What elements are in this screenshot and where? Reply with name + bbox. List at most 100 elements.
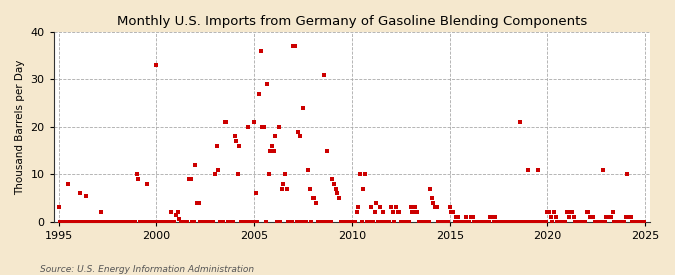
Point — [410, 205, 421, 210]
Point — [157, 219, 168, 224]
Point — [172, 210, 183, 214]
Point — [302, 167, 313, 172]
Point — [363, 219, 374, 224]
Point — [622, 172, 632, 177]
Point — [136, 219, 147, 224]
Point — [268, 148, 279, 153]
Point — [115, 219, 126, 224]
Point — [545, 215, 556, 219]
Point — [619, 219, 630, 224]
Point — [86, 219, 97, 224]
Point — [531, 219, 541, 224]
Point — [236, 219, 246, 224]
Point — [358, 186, 369, 191]
Point — [435, 219, 446, 224]
Point — [565, 210, 576, 214]
Point — [57, 219, 68, 224]
Point — [135, 219, 146, 224]
Point — [580, 219, 591, 224]
Text: Source: U.S. Energy Information Administration: Source: U.S. Energy Information Administ… — [40, 265, 254, 274]
Point — [78, 219, 88, 224]
Point — [240, 219, 251, 224]
Point — [391, 205, 402, 210]
Point — [360, 172, 371, 177]
Point — [387, 210, 398, 214]
Point — [316, 219, 327, 224]
Point — [244, 219, 254, 224]
Point — [144, 219, 155, 224]
Point — [377, 210, 388, 214]
Point — [566, 210, 577, 214]
Point — [167, 219, 178, 224]
Point — [483, 219, 494, 224]
Point — [163, 219, 173, 224]
Point — [65, 219, 76, 224]
Point — [439, 219, 450, 224]
Point — [353, 205, 364, 210]
Point — [259, 125, 269, 129]
Point — [446, 210, 457, 214]
Point — [155, 219, 165, 224]
Point — [420, 219, 431, 224]
Point — [327, 177, 338, 181]
Point — [480, 219, 491, 224]
Point — [510, 219, 520, 224]
Point — [109, 219, 119, 224]
Point — [173, 217, 184, 222]
Point — [190, 163, 201, 167]
Point — [542, 210, 553, 214]
Point — [466, 215, 477, 219]
Point — [547, 219, 558, 224]
Point — [213, 167, 223, 172]
Point — [371, 200, 382, 205]
Point — [394, 210, 404, 214]
Point — [193, 200, 204, 205]
Point — [73, 219, 84, 224]
Point — [513, 219, 524, 224]
Point — [182, 219, 193, 224]
Point — [533, 167, 543, 172]
Point — [260, 219, 271, 224]
Point — [105, 219, 116, 224]
Point — [164, 219, 175, 224]
Point — [460, 215, 471, 219]
Point — [369, 210, 380, 214]
Point — [133, 177, 144, 181]
Point — [498, 219, 509, 224]
Point — [425, 186, 435, 191]
Point — [611, 219, 622, 224]
Point — [319, 72, 329, 77]
Point — [113, 219, 124, 224]
Point — [620, 215, 631, 219]
Point — [438, 219, 449, 224]
Point — [557, 219, 568, 224]
Point — [604, 215, 615, 219]
Point — [570, 219, 580, 224]
Point — [322, 148, 333, 153]
Point — [404, 219, 414, 224]
Point — [224, 219, 235, 224]
Point — [340, 219, 351, 224]
Point — [366, 205, 377, 210]
Point — [535, 219, 546, 224]
Point — [616, 219, 626, 224]
Point — [350, 219, 360, 224]
Point — [412, 210, 423, 214]
Point — [527, 219, 538, 224]
Point — [122, 219, 132, 224]
Point — [207, 219, 217, 224]
Point — [373, 219, 383, 224]
Point — [464, 219, 475, 224]
Point — [195, 219, 206, 224]
Point — [405, 205, 416, 210]
Point — [550, 215, 561, 219]
Point — [628, 219, 639, 224]
Point — [605, 215, 616, 219]
Point — [468, 219, 479, 224]
Point — [506, 219, 517, 224]
Point — [576, 219, 587, 224]
Point — [625, 215, 636, 219]
Point — [516, 219, 526, 224]
Point — [138, 219, 148, 224]
Point — [278, 182, 289, 186]
